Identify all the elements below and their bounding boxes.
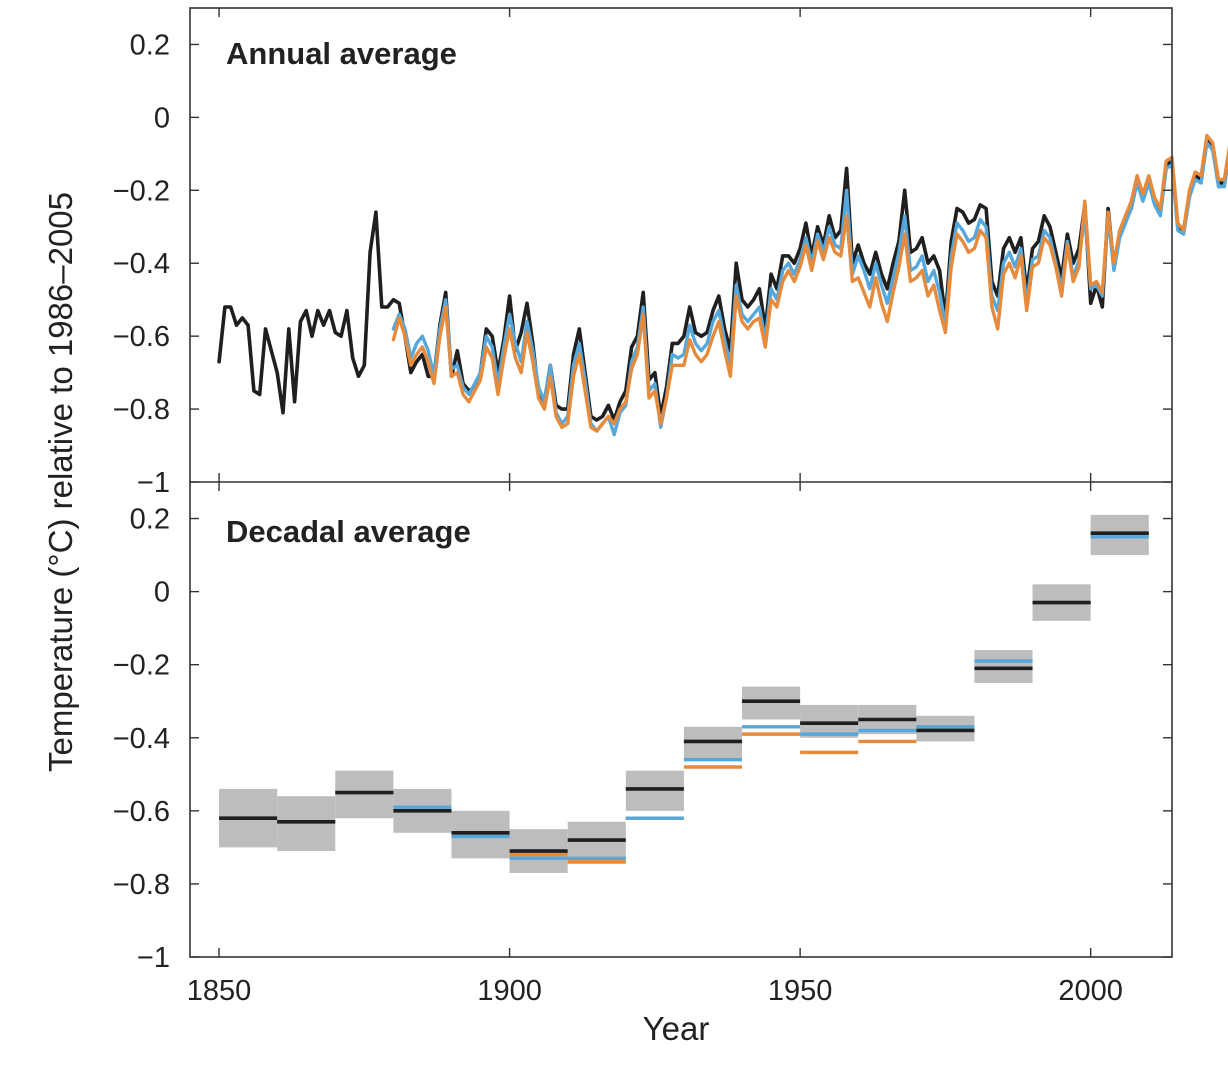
decadal-average-panel xyxy=(219,514,1149,873)
uncertainty-band xyxy=(974,650,1033,683)
series-line-blue xyxy=(391,141,1228,437)
y-axis-label: Temperature (°C) relative to 1986–2005 xyxy=(42,192,79,772)
annual-average-title: Annual average xyxy=(226,36,457,71)
x-axis-label: Year xyxy=(643,1010,710,1047)
uncertainty-band xyxy=(742,686,801,720)
uncertainty-band xyxy=(683,726,743,760)
uncertainty-band xyxy=(451,810,510,859)
y-tick-label: 0.2 xyxy=(130,29,170,61)
y-tick-label: −0.2 xyxy=(113,650,170,682)
series-line-orange xyxy=(391,133,1228,433)
decadal-average-title: Decadal average xyxy=(226,514,471,549)
y-tick-label: −1 xyxy=(137,942,170,974)
x-tick-label: 1850 xyxy=(187,975,252,1007)
uncertainty-band xyxy=(277,796,336,852)
uncertainty-band xyxy=(916,715,975,742)
y-tick-label: −0.8 xyxy=(113,394,170,426)
y-tick-label: −0.6 xyxy=(113,321,170,353)
y-tick-label: −0.4 xyxy=(113,248,170,280)
x-tick-label: 1900 xyxy=(477,975,542,1007)
y-tick-label: 0 xyxy=(154,102,170,134)
y-tick-label: −0.6 xyxy=(113,796,170,828)
y-tick-label: 0 xyxy=(154,577,170,609)
axes-frame: −1 −0.8 −0.6 −0.4 −0.2 0 0.2 −1 −0.8 −0.6 −0.4 −0.2… xyxy=(113,7,1173,1007)
x-tick-label: 1950 xyxy=(768,975,833,1007)
y-tick-label: −0.2 xyxy=(113,175,170,207)
uncertainty-band xyxy=(625,770,684,811)
uncertainty-band xyxy=(1090,514,1149,556)
y-tick-label: 0.2 xyxy=(130,504,170,536)
uncertainty-band xyxy=(567,821,626,862)
y-tick-label: −0.4 xyxy=(113,723,170,755)
x-tick-label: 2000 xyxy=(1058,975,1123,1007)
uncertainty-band xyxy=(335,770,394,819)
y-tick-label: −0.8 xyxy=(113,869,170,901)
uncertainty-band xyxy=(800,704,859,738)
annual-average-panel xyxy=(217,133,1228,437)
series-line-black xyxy=(217,137,1228,422)
y-tick-label: −1 xyxy=(137,467,170,499)
